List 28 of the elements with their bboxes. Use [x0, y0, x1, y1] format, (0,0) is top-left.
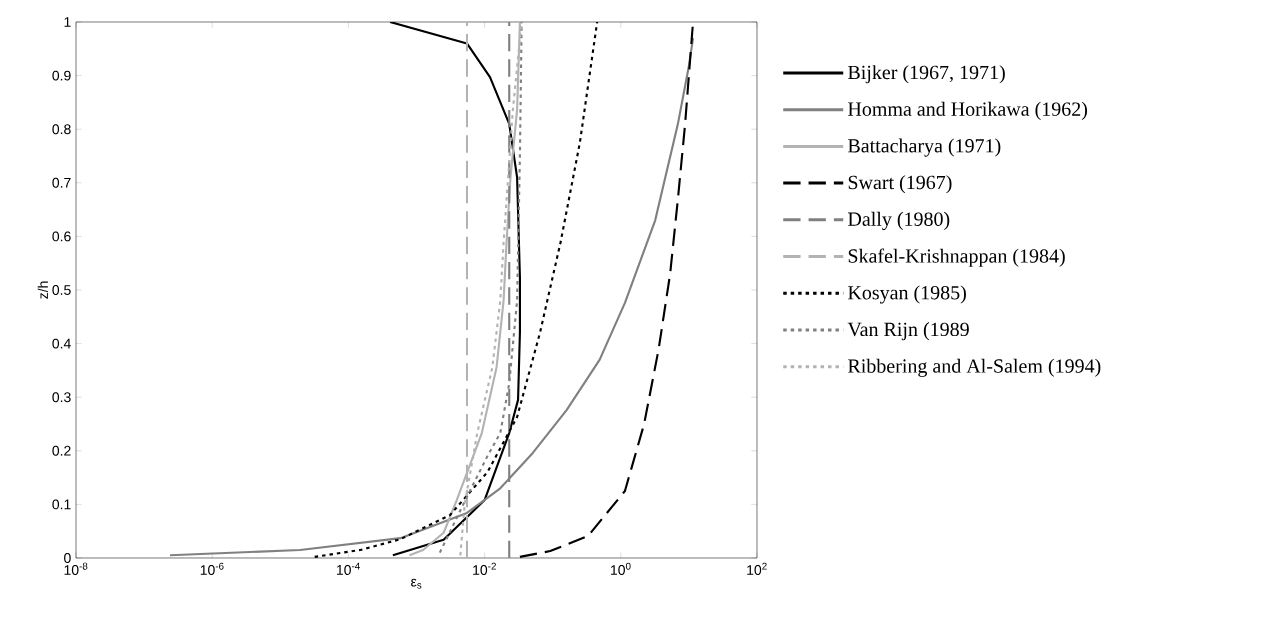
x-tick-label: 10$^{-2}$: [473, 562, 496, 575]
legend-label: Bijker (1967, 1971): [848, 65, 1005, 84]
y-axis-title: z/h: [37, 281, 49, 299]
y-tick-label: 0.4: [52, 338, 71, 349]
legend-label: Dally (1980): [848, 211, 950, 231]
y-tick-label: 0.7: [52, 177, 71, 188]
legend-label: Kosyan (1985): [848, 285, 966, 304]
y-tick-label: 0.2: [52, 445, 71, 456]
y-tick-label: 0.6: [52, 231, 71, 242]
y-tick-label: 0.8: [52, 124, 71, 135]
legend-label: Van Rijn (1989: [847, 322, 969, 341]
y-tick-label: 0.1: [52, 499, 71, 510]
legend-label: Homma and Horikawa (1962): [848, 101, 1088, 120]
y-tick-label: 0.9: [52, 70, 71, 81]
legend-label: Swart (1967): [848, 175, 952, 194]
x-tick-label: 10$^{2}$: [747, 562, 767, 575]
x-tick-label: 10$^{-6}$: [200, 562, 224, 575]
y-tick-label: 0.5: [52, 285, 71, 295]
x-axis-title: ε$_{s}$: [411, 578, 422, 589]
x-tick-label: 10$^{-4}$: [336, 562, 360, 575]
y-tick-label: 0: [64, 553, 71, 563]
legend-label: Ribbering and Al-Salem (1994): [848, 358, 1101, 377]
x-tick-label: 10$^{0}$: [611, 562, 631, 575]
legend-label: Battacharya (1971): [848, 138, 1001, 157]
y-tick-label: 1: [64, 17, 71, 27]
legend-label: Skafel-Krishnappan (1984): [848, 248, 1065, 267]
x-tick-label: 10$^{-8}$: [64, 562, 88, 575]
y-tick-label: 0.3: [52, 392, 71, 403]
